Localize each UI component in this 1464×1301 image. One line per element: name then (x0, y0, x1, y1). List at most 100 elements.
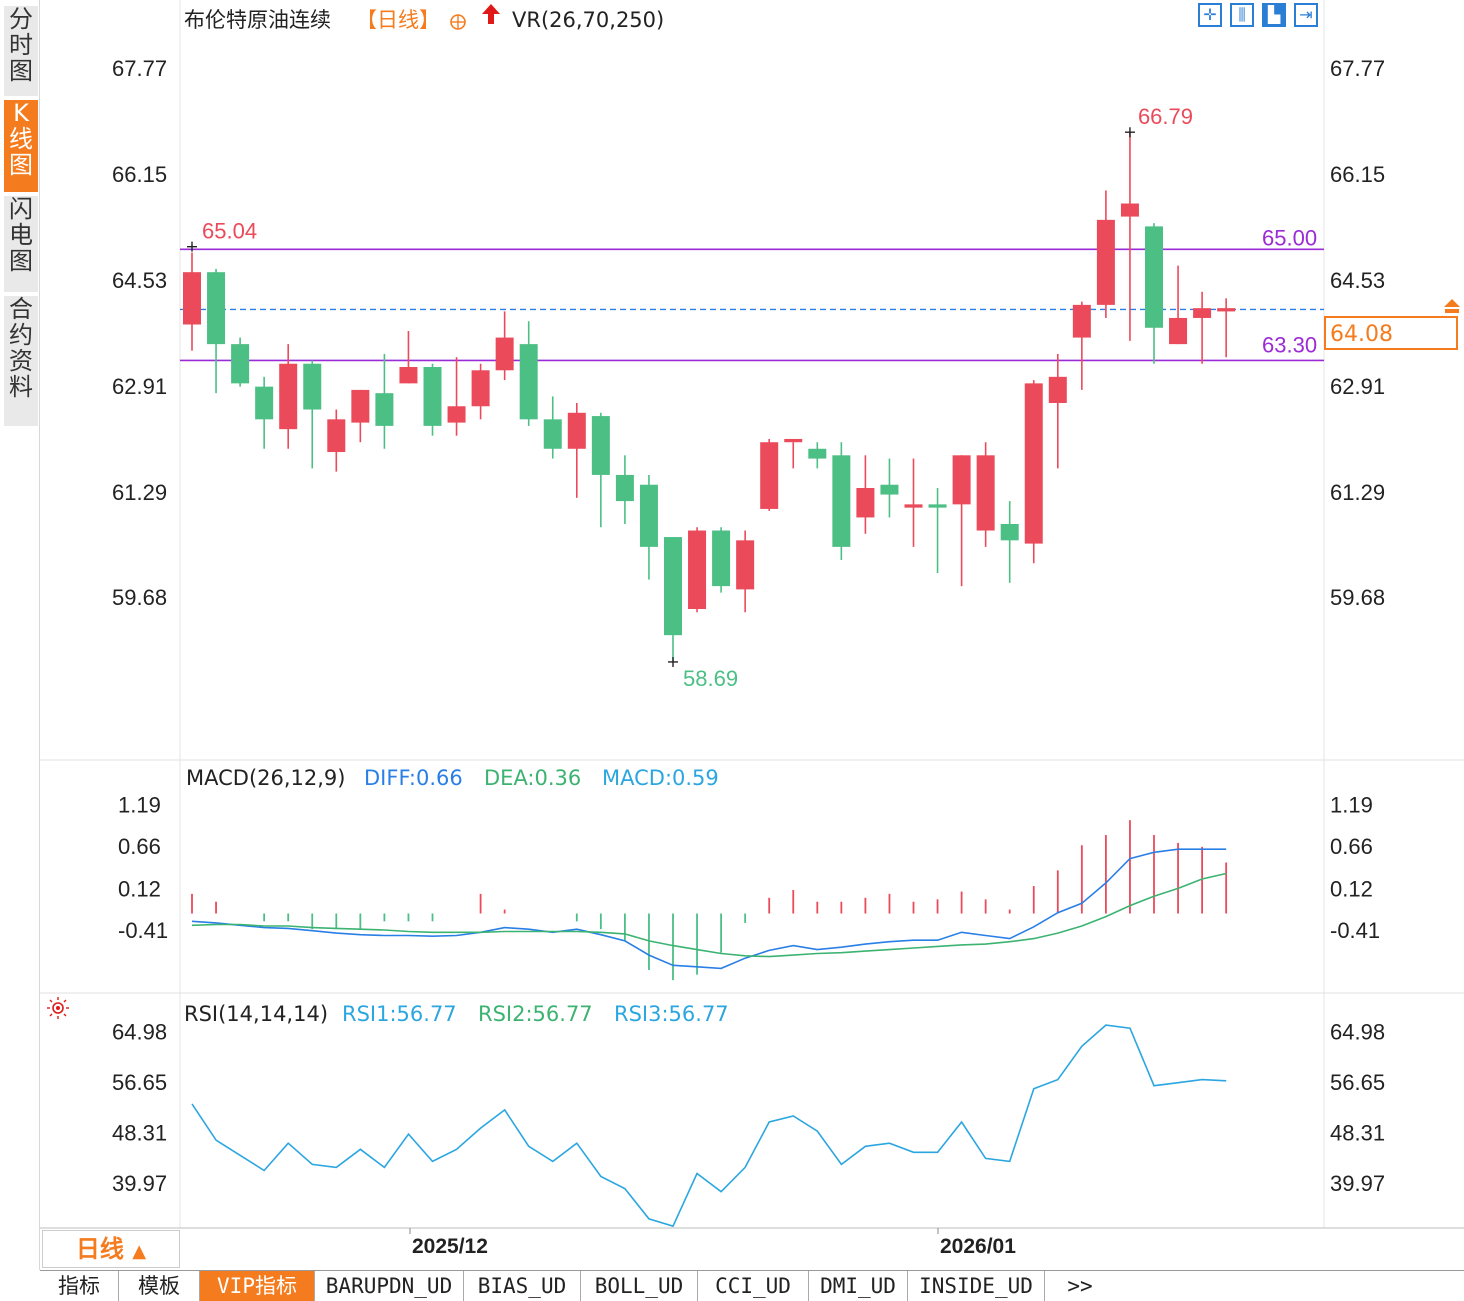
date-label-dec: 2025/12 (412, 1235, 488, 1258)
left-divider (39, 0, 40, 1270)
price-tick-right: 62.91 (1330, 374, 1385, 399)
rsi-axis: 64.98 64.98 56.65 56.65 48.31 48.31 39.97 39.97 (112, 1019, 1385, 1195)
tab-indicator[interactable]: 指标 (40, 1271, 119, 1301)
high-marker (1124, 127, 1135, 138)
candle-body (639, 484, 658, 547)
price-tick-right: 67.77 (1330, 56, 1385, 81)
triangle-up-icon: ▲ (132, 1241, 147, 1262)
rsi-tick-right: 39.97 (1330, 1171, 1385, 1196)
bar-compare-icon[interactable]: ⫼ (1230, 3, 1254, 27)
tab-dmi[interactable]: DMI_UD (809, 1271, 908, 1301)
macd-axis: 1.19 1.19 0.66 0.66 0.12 0.12 -0.41 -0.41 (118, 792, 1380, 942)
start-high-marker (187, 241, 197, 252)
candle-body (375, 393, 394, 426)
price-tick-left: 64.53 (112, 268, 167, 293)
candle-body (736, 540, 755, 590)
period-tag[interactable]: 【日线】 (356, 8, 440, 32)
candle-body (303, 363, 322, 410)
rsi-title: RSI(14,14,14) (184, 1002, 328, 1026)
candle-body (1145, 226, 1163, 328)
period-selector[interactable]: 日线 ▲ (42, 1230, 180, 1268)
candle-body (591, 416, 610, 475)
price-flag-arrow-icon (1444, 299, 1460, 313)
candle-body (327, 419, 346, 453)
macd-tick-right: -0.41 (1330, 918, 1380, 943)
macd-tick-right: 0.12 (1330, 876, 1373, 901)
candles (183, 132, 1236, 662)
candle-body (904, 504, 923, 508)
tab-inside[interactable]: INSIDE_UD (908, 1271, 1045, 1301)
candle-body (543, 419, 562, 449)
tab-boll[interactable]: BOLL_UD (581, 1271, 698, 1301)
settings-sun-icon[interactable] (47, 997, 69, 1019)
macd-title: MACD(26,12,9) (186, 766, 346, 790)
tab-template[interactable]: 模板 (119, 1271, 200, 1301)
price-axis: 67.77 67.77 66.15 66.15 64.53 64.53 62.91 62.91… (112, 56, 1385, 610)
tab-timeshare[interactable]: 分时图 (4, 6, 38, 98)
tab-kline[interactable]: K线图 (4, 100, 38, 194)
tab-cci[interactable]: CCI_UD (698, 1271, 809, 1301)
rsi-tick-left: 48.31 (112, 1120, 167, 1145)
rsi-tick-right: 56.65 (1330, 1070, 1385, 1095)
crosshair-icon[interactable]: ✛ (1198, 3, 1222, 27)
level-label: 65.00 (1262, 225, 1317, 250)
tab-bias[interactable]: BIAS_UD (464, 1271, 581, 1301)
rsi-line (191, 1024, 1227, 1228)
price-tick-left: 66.15 (112, 162, 167, 187)
level-label: 63.30 (1262, 332, 1317, 357)
export-icon[interactable]: ⇥ (1294, 3, 1318, 27)
macd-tick-left: 0.66 (118, 834, 161, 859)
candle-body (880, 484, 899, 495)
candle-body (447, 406, 466, 423)
rsi-tick-right: 64.98 (1330, 1019, 1385, 1044)
kline-chart[interactable]: 布伦特原油连续 【日线】 VR(26,70,250) 67.77 67.77 66.… (0, 0, 1464, 1270)
up-arrow-icon (482, 4, 500, 24)
tab-more[interactable]: >> (1067, 1274, 1093, 1298)
candle-body (856, 488, 875, 518)
candle-body (1024, 383, 1043, 544)
macd-tick-right: 0.66 (1330, 834, 1373, 859)
candle-body (351, 389, 370, 423)
price-annotations: 66.79 58.69 65.04 (187, 104, 1193, 691)
macd-histogram (191, 820, 1228, 981)
rsi3-legend: RSI3:56.77 (614, 1002, 729, 1026)
left-tab-strip: 分时图 K线图 闪电图 合约资料 (0, 0, 38, 430)
macd-tick-left: -0.41 (118, 918, 168, 943)
candle-body (567, 412, 586, 449)
macd-tick-left: 0.12 (118, 876, 161, 901)
candle-body (688, 530, 707, 610)
low-price-label: 58.69 (683, 666, 738, 691)
rsi2-legend: RSI2:56.77 (478, 1002, 593, 1026)
bar-chart-icon[interactable]: ▙ (1262, 3, 1286, 27)
candle-body (1048, 376, 1067, 403)
candle-body (952, 455, 971, 505)
macd-dea-line (191, 872, 1227, 958)
macd-value-legend: MACD:0.59 (602, 766, 719, 790)
price-tick-right: 66.15 (1330, 162, 1385, 187)
candle-body (255, 386, 274, 420)
candle-body (808, 448, 827, 459)
candle-body (976, 455, 995, 531)
candle-body (279, 363, 298, 430)
tab-barupdn[interactable]: BARUPDN_UD (315, 1271, 464, 1301)
price-tick-right: 64.53 (1330, 268, 1385, 293)
price-tick-left: 59.68 (112, 585, 167, 610)
candle-body (207, 272, 226, 345)
rsi-tick-left: 56.65 (112, 1070, 167, 1095)
target-icon[interactable] (450, 14, 466, 30)
period-selector-label: 日线 (75, 1235, 124, 1263)
tab-contract-info[interactable]: 合约资料 (4, 296, 38, 428)
rsi1-legend: RSI1:56.77 (342, 1002, 457, 1026)
candle-body (784, 438, 803, 443)
rsi-tick-left: 39.97 (112, 1171, 167, 1196)
price-tick-left: 62.91 (112, 374, 167, 399)
candle-body (423, 367, 442, 426)
tab-vip-indicator[interactable]: VIP指标 (200, 1271, 315, 1301)
price-tick-left: 67.77 (112, 56, 167, 81)
candle-body (495, 337, 514, 371)
candle-body (928, 504, 947, 508)
current-price-flag: 64.08 (1324, 316, 1458, 350)
tab-flash-chart[interactable]: 闪电图 (4, 196, 38, 294)
low-marker (668, 656, 678, 667)
candle-body (399, 367, 418, 384)
